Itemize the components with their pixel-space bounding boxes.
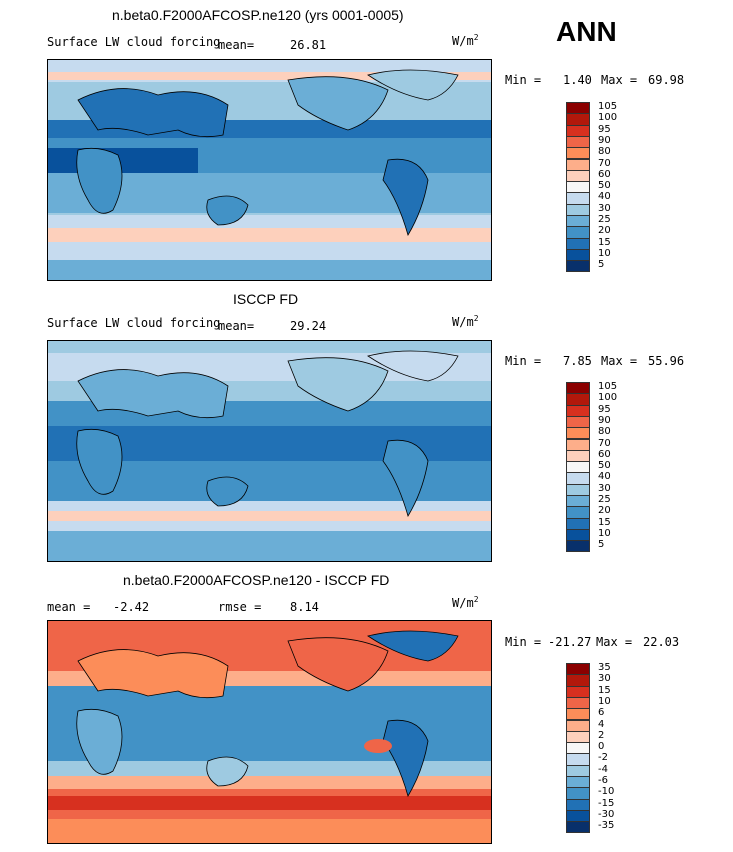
panel3-map-svg	[48, 621, 491, 843]
colorbar-label: -15	[598, 797, 615, 809]
colorbar-label: -30	[598, 808, 615, 820]
colorbar-label: 5	[598, 539, 605, 551]
panel1-mean-label: mean=	[218, 38, 255, 52]
panel1-max-label: Max =	[601, 73, 638, 87]
colorbar-label: 40	[598, 471, 611, 483]
colorbar-label: 30	[598, 202, 611, 214]
panel3-map	[47, 620, 492, 844]
panel1-max-value: 69.98	[648, 73, 685, 87]
colorbar-label: 10	[598, 247, 611, 259]
panel2-map-svg	[48, 341, 491, 561]
colorbar-label: 60	[598, 168, 611, 180]
colorbar-label: 80	[598, 146, 611, 158]
colorbar-label: 70	[598, 437, 611, 449]
panel3-title: n.beta0.F2000AFCOSP.ne120 - ISCCP FD	[123, 572, 390, 588]
colorbar-label: 80	[598, 426, 611, 438]
colorbar-swatch	[566, 540, 590, 553]
season-label: ANN	[556, 16, 617, 47]
colorbar-label: 40	[598, 191, 611, 203]
panel1-title: n.beta0.F2000AFCOSP.ne120 (yrs 0001-0005…	[112, 7, 404, 23]
colorbar-label: 95	[598, 123, 611, 135]
panel2-units: W/m2	[452, 314, 479, 329]
panel2-subtitle: Surface LW cloud forcing	[47, 316, 221, 330]
colorbar-label: 5	[598, 259, 605, 271]
panel3-units: W/m2	[452, 595, 479, 610]
panel1-units: W/m2	[452, 33, 479, 48]
panel2-title: ISCCP FD	[233, 291, 299, 307]
colorbar-label: -35	[598, 820, 615, 832]
colorbar-label: 10	[598, 527, 611, 539]
panel2-map	[47, 340, 492, 562]
panel1-min-value: 1.40	[563, 73, 592, 87]
panel2-max-label: Max =	[601, 354, 638, 368]
colorbar-label: 20	[598, 505, 611, 517]
panel1-colorbar: 105 100 95 90 80 70 60 50 40 30 25 20 15 10 5	[566, 101, 636, 274]
panel3-max-label: Max =	[596, 635, 633, 649]
colorbar-label: -10	[598, 786, 615, 798]
colorbar-label: 2	[598, 729, 605, 741]
colorbar-label: 0	[598, 741, 605, 753]
colorbar-label: 15	[598, 684, 611, 696]
panel2-min-label: Min =	[505, 354, 542, 368]
panel3-max-value: 22.03	[643, 635, 680, 649]
panel2-max-value: 55.96	[648, 354, 685, 368]
colorbar-label: 25	[598, 494, 611, 505]
colorbar-label: 15	[598, 516, 611, 528]
colorbar-label: 70	[598, 157, 611, 169]
colorbar-label: 100	[598, 112, 618, 124]
colorbar-label: 100	[598, 392, 618, 404]
colorbar-label: 30	[598, 673, 611, 685]
colorbar-label: 20	[598, 225, 611, 237]
panel3-mean-value: -2.42	[113, 600, 150, 614]
colorbar-label: 15	[598, 236, 611, 248]
colorbar-label: 6	[598, 707, 605, 719]
colorbar-label: -6	[598, 775, 608, 786]
colorbar-label: 10	[598, 695, 611, 707]
colorbar-label: 50	[598, 180, 611, 192]
colorbar-label: 50	[598, 460, 611, 472]
panel1-mean-value: 26.81	[290, 38, 327, 52]
colorbar-label: 90	[598, 414, 611, 426]
panel3-rmse-label: rmse =	[218, 600, 262, 614]
panel1-map	[47, 59, 492, 281]
colorbar-label: 105	[598, 381, 618, 392]
colorbar-label: -4	[598, 763, 608, 775]
colorbar-label: 95	[598, 403, 611, 415]
panel3-min-value: -21.27	[548, 635, 592, 649]
colorbar-label: 4	[598, 718, 605, 730]
colorbar-label: 90	[598, 134, 611, 146]
colorbar-label: 35	[598, 662, 611, 673]
panel2-min-value: 7.85	[563, 354, 592, 368]
panel1-subtitle: Surface LW cloud forcing	[47, 35, 221, 49]
panel3-rmse-value: 8.14	[290, 600, 319, 614]
panel1-map-svg	[48, 60, 491, 280]
colorbar-label: 60	[598, 448, 611, 460]
panel3-min-label: Min =	[505, 635, 542, 649]
colorbar-swatch	[566, 821, 590, 834]
colorbar-label: 30	[598, 482, 611, 494]
colorbar-label: 105	[598, 101, 618, 112]
panel2-mean-value: 29.24	[290, 319, 327, 333]
colorbar-label: -2	[598, 752, 608, 764]
colorbar-label: 25	[598, 214, 611, 225]
panel3-colorbar: 35 30 15 10 6 4 2 0 -2 -4 -6 -10 -15 -30 -35	[566, 662, 636, 835]
panel1-min-label: Min =	[505, 73, 542, 87]
colorbar-swatch	[566, 260, 590, 273]
panel2-mean-label: mean=	[218, 319, 255, 333]
panel3-mean-label: mean =	[47, 600, 91, 614]
panel2-colorbar: 105 100 95 90 80 70 60 50 40 30 25 20 15 10 5	[566, 381, 636, 554]
